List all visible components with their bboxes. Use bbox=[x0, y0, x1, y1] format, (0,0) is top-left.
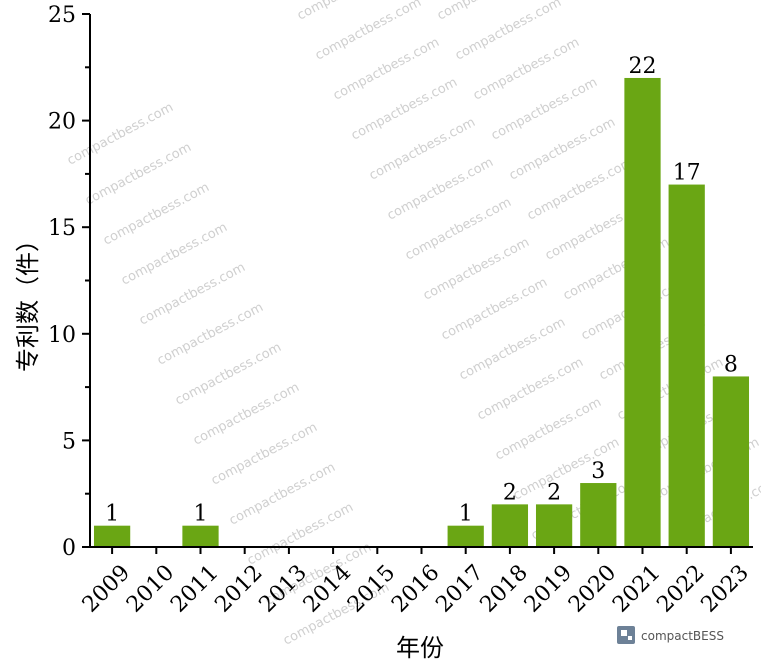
data-label-2011: 1 bbox=[194, 502, 208, 527]
bars-group bbox=[93, 77, 750, 548]
bar-2019 bbox=[535, 504, 573, 547]
data-label-2009: 1 bbox=[105, 502, 119, 527]
logo-text: compactBESS bbox=[641, 629, 724, 643]
bar-2017 bbox=[447, 525, 484, 547]
x-tick-label-2021: 2021 bbox=[608, 560, 665, 617]
x-tick-label-2022: 2022 bbox=[652, 560, 709, 617]
bar-2021 bbox=[624, 77, 661, 548]
bar-2023 bbox=[712, 376, 750, 547]
bar-2011 bbox=[182, 525, 219, 547]
bar-2009 bbox=[93, 525, 131, 547]
x-tick-label-2015: 2015 bbox=[343, 560, 400, 617]
x-tick-label-2012: 2012 bbox=[210, 560, 267, 617]
y-tick-label: 5 bbox=[62, 429, 76, 454]
bar-2018 bbox=[491, 504, 529, 547]
x-tick-label-2009: 2009 bbox=[78, 560, 135, 617]
y-axis-title: 专利数（件） bbox=[14, 228, 42, 372]
data-label-2019: 2 bbox=[547, 480, 561, 505]
x-tick-label-2020: 2020 bbox=[564, 560, 621, 617]
y-tick-label: 10 bbox=[48, 323, 76, 348]
axes-group bbox=[82, 13, 753, 554]
bar-2020 bbox=[580, 483, 617, 547]
x-tick-label-2017: 2017 bbox=[431, 560, 488, 617]
x-tick-label-2019: 2019 bbox=[520, 560, 577, 617]
x-tick-label-2018: 2018 bbox=[476, 560, 533, 617]
logo: compactBESS bbox=[617, 626, 724, 644]
x-tick-label-2016: 2016 bbox=[387, 560, 444, 617]
data-label-2023: 8 bbox=[724, 352, 738, 377]
y-tick-label: 15 bbox=[48, 216, 76, 241]
data-label-2021: 22 bbox=[629, 54, 657, 79]
data-label-2018: 2 bbox=[503, 480, 517, 505]
y-tick-label: 25 bbox=[48, 3, 76, 28]
y-tick-label: 0 bbox=[62, 536, 76, 561]
bar-2022 bbox=[668, 184, 705, 547]
data-label-2020: 3 bbox=[591, 459, 605, 484]
x-axis-title: 年份 bbox=[396, 634, 444, 662]
data-label-2022: 17 bbox=[673, 161, 701, 186]
x-tick-label-2023: 2023 bbox=[697, 560, 754, 617]
x-tick-label-2010: 2010 bbox=[122, 560, 179, 617]
y-tick-label: 20 bbox=[48, 110, 76, 135]
data-label-2017: 1 bbox=[459, 502, 473, 527]
x-tick-label-2011: 2011 bbox=[166, 560, 223, 617]
